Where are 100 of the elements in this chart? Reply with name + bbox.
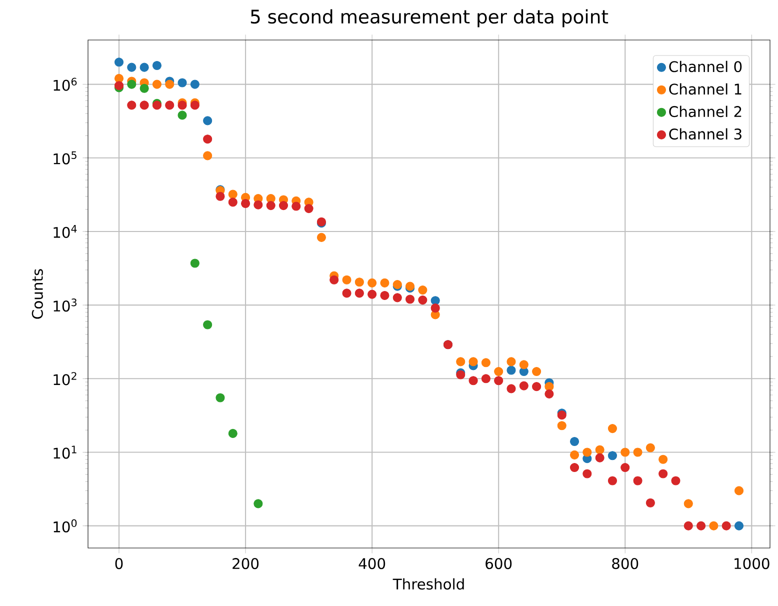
point [304, 204, 314, 214]
point [494, 376, 504, 386]
point [278, 201, 288, 210]
point [582, 469, 592, 478]
point [532, 366, 542, 376]
point [658, 469, 668, 478]
point [178, 100, 187, 110]
point [178, 78, 187, 88]
point [152, 80, 162, 89]
point [216, 393, 225, 402]
y-axis-title: Counts [32, 269, 43, 319]
point [190, 80, 200, 89]
y-tick-label: 10$^{1}$ [54, 446, 76, 459]
point [190, 100, 200, 110]
point [241, 198, 250, 208]
point [254, 200, 263, 210]
x-tick-label: 1000 [734, 558, 770, 570]
chart-title: 5 second measurement per data point [250, 9, 608, 28]
x-axis-title: Threshold [392, 578, 464, 590]
x-tick-label: 600 [486, 558, 512, 570]
x-tick-label: 800 [612, 558, 638, 570]
point [595, 445, 604, 454]
point [190, 258, 200, 268]
y-tick-label: 10$^{0}$ [54, 519, 77, 532]
point [430, 304, 440, 313]
point [342, 288, 352, 298]
point [203, 320, 212, 330]
point [570, 450, 580, 460]
point [405, 294, 415, 304]
point [544, 382, 554, 392]
x-tick-label: 200 [232, 558, 259, 570]
point [595, 453, 604, 462]
point [418, 296, 428, 305]
point [392, 293, 402, 302]
point [228, 198, 238, 207]
point [368, 278, 377, 288]
point [140, 84, 149, 93]
point [506, 366, 516, 375]
point [203, 134, 212, 144]
point [557, 421, 566, 430]
point [127, 62, 136, 72]
point [684, 521, 693, 530]
point [418, 286, 428, 295]
point [430, 296, 440, 306]
point [633, 448, 642, 457]
y-tick-label: 10$^{3}$ [54, 298, 76, 312]
point [671, 476, 680, 486]
point [722, 521, 731, 530]
point [658, 454, 668, 464]
point [127, 100, 136, 110]
point [734, 486, 744, 496]
point [608, 424, 618, 434]
point [709, 521, 718, 530]
point [152, 60, 162, 70]
point [354, 288, 364, 298]
y-tick-label: 10$^{2}$ [54, 372, 76, 386]
point [519, 381, 528, 390]
point [292, 202, 301, 211]
point [140, 62, 149, 72]
legend-label: Channel 0 [669, 60, 742, 72]
point [696, 521, 706, 530]
point [330, 275, 339, 284]
point [165, 80, 174, 89]
point [608, 451, 618, 460]
point [468, 357, 478, 366]
point [608, 476, 618, 486]
point [228, 428, 238, 438]
point [114, 58, 124, 67]
point [140, 100, 149, 110]
point [646, 443, 655, 452]
point [266, 201, 276, 210]
point [456, 357, 466, 366]
point [316, 232, 326, 242]
point [165, 100, 174, 110]
x-tick-label: 400 [358, 558, 386, 570]
point [354, 278, 364, 287]
point [633, 476, 642, 486]
point [468, 376, 478, 386]
point [216, 192, 225, 201]
point [203, 116, 212, 126]
point [506, 384, 516, 394]
point [519, 360, 528, 370]
point [203, 151, 212, 160]
point [380, 278, 390, 288]
point [570, 436, 580, 446]
point [228, 190, 238, 199]
point [342, 275, 352, 284]
y-tick-label: 10$^{6}$ [54, 78, 77, 91]
point [368, 290, 377, 299]
point [620, 448, 630, 457]
point [570, 462, 580, 472]
legend-label: Channel 2 [669, 106, 742, 118]
point [254, 499, 263, 508]
point [684, 499, 693, 508]
point [532, 382, 542, 392]
y-tick-label: 10$^{5}$ [54, 151, 76, 164]
point [734, 521, 744, 530]
point [544, 389, 554, 398]
point [494, 366, 504, 376]
point [582, 448, 592, 457]
